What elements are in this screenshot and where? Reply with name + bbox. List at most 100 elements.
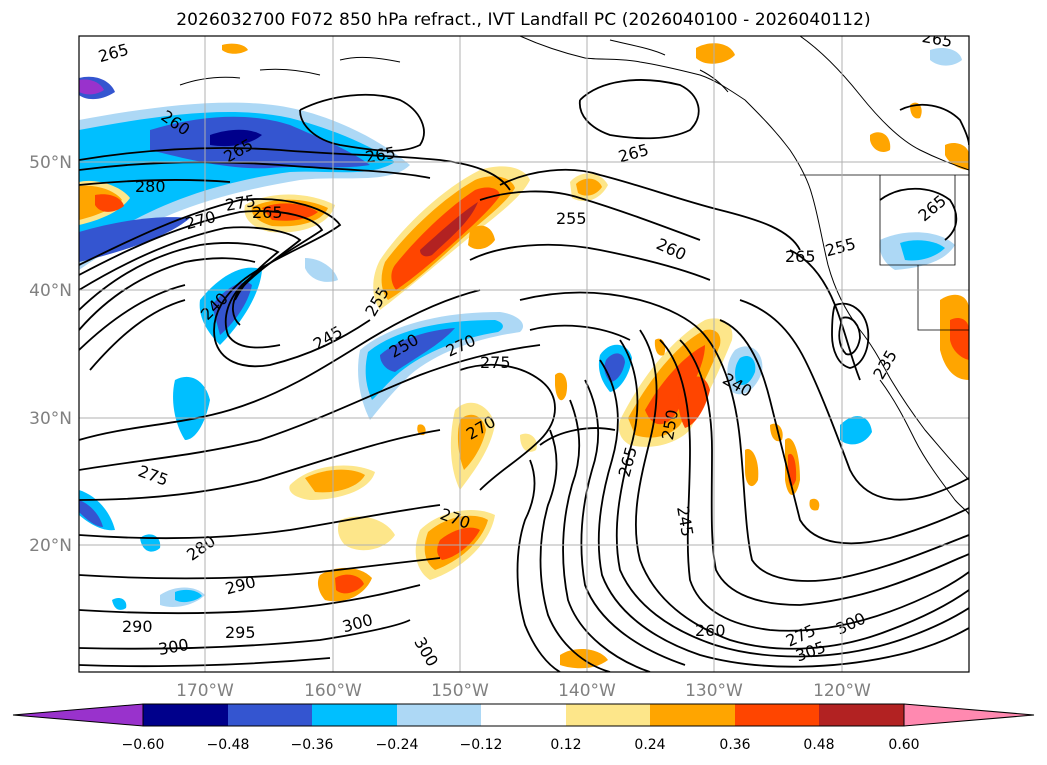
negative-band [900, 240, 945, 261]
colorbar-extend-high [903, 703, 1035, 727]
coastline [609, 39, 729, 93]
colorbar-tick: −0.36 [291, 737, 334, 753]
colorbar-segment [735, 704, 819, 726]
positive-band [945, 143, 969, 170]
positive-band [809, 498, 820, 511]
contour-label: 290 [122, 617, 153, 636]
shaded-field [79, 43, 969, 669]
contour-line [719, 319, 969, 545]
negative-band [604, 353, 625, 382]
negative-band [112, 597, 127, 610]
contour-label: 275 [480, 353, 511, 372]
colorbar-tick: −0.24 [376, 737, 419, 753]
positive-band [910, 102, 922, 119]
contour-line [539, 429, 611, 672]
colorbar-tick: 0.24 [634, 737, 665, 753]
lon-axis: 170°W 160°W 150°W 140°W 130°W 120°W [176, 681, 871, 701]
negative-band [212, 282, 252, 335]
positive-band [745, 449, 759, 487]
contour-line [79, 242, 280, 311]
contour-line [879, 187, 958, 241]
negative-band [380, 328, 455, 372]
contour-line [79, 344, 541, 471]
contour-line [479, 190, 701, 241]
contour-line [469, 243, 711, 281]
negative-band [173, 376, 210, 440]
positive-band [335, 574, 364, 594]
contour-line [635, 329, 969, 650]
contour-line [79, 504, 441, 540]
negative-band [735, 355, 756, 385]
contour-line [838, 316, 861, 356]
lat-axis: 50°N 40°N 30°N 20°N [29, 153, 72, 556]
positive-band [95, 194, 124, 212]
negative-band [305, 258, 338, 282]
lat-label: 40°N [29, 281, 72, 301]
positive-band [305, 469, 365, 493]
colorbar-tick: 0.60 [888, 737, 919, 753]
contour-line [79, 557, 441, 580]
positive-band [262, 203, 318, 221]
positive-band [950, 318, 969, 360]
colorbar-segment [566, 704, 650, 726]
negative-band [840, 416, 872, 445]
border [879, 175, 956, 266]
positive-band [420, 202, 478, 257]
positive-band [678, 376, 710, 428]
positive-band [337, 516, 395, 551]
contour-line [831, 302, 870, 369]
lon-label: 140°W [558, 681, 616, 701]
contour-line [499, 168, 801, 251]
colorbar-tick: 0.12 [550, 737, 581, 753]
coastline [179, 56, 401, 86]
borders [800, 174, 969, 331]
contour-line [529, 324, 631, 341]
colorbar-tick: −0.48 [207, 737, 250, 753]
lon-label: 150°W [431, 681, 489, 701]
colorbar-tick: 0.48 [803, 737, 834, 753]
positive-band [468, 225, 495, 250]
colorbar-segment [819, 704, 904, 726]
colorbar-extend-low [12, 703, 144, 727]
negative-band [930, 48, 962, 66]
contour-line [578, 79, 700, 140]
coastline [879, 379, 969, 516]
colorbar-segment [228, 704, 312, 726]
lon-label: 170°W [176, 681, 234, 701]
colorbar-frame [142, 703, 905, 727]
colorbar-segment [481, 704, 566, 726]
contour-line [79, 210, 324, 349]
positive-band [555, 372, 568, 401]
contour-line [459, 363, 556, 491]
colorbar-tick: −0.12 [460, 737, 503, 753]
contour-line [562, 399, 651, 672]
colorbar-segment [312, 704, 397, 726]
lon-label: 130°W [685, 681, 743, 701]
positive-band [870, 132, 891, 152]
contour-line [89, 299, 186, 371]
refractivity-contours [79, 79, 969, 672]
contour-line [580, 379, 686, 666]
contour-line [679, 339, 969, 606]
lat-label: 30°N [29, 409, 72, 429]
positive-band [576, 178, 602, 196]
map-title: 2026032700 F072 850 hPa refract., IVT La… [176, 10, 871, 30]
contour-line [79, 147, 511, 191]
colorbar-tick: 0.36 [719, 737, 750, 753]
colorbar-tick: −0.60 [122, 737, 165, 753]
contour-line [739, 299, 969, 501]
positive-band [437, 527, 480, 560]
negative-band [79, 500, 103, 527]
contour-line [659, 339, 969, 632]
contour-line [699, 329, 969, 582]
contour-label: 255 [556, 209, 587, 228]
negative-band [175, 589, 202, 603]
contour-line [79, 619, 411, 650]
contour-line [79, 161, 431, 179]
contour-line [299, 93, 425, 152]
positive-band [222, 43, 248, 54]
colorbar-segment [143, 704, 228, 726]
contour-line [79, 178, 231, 186]
contour-label: 265 [785, 247, 816, 266]
